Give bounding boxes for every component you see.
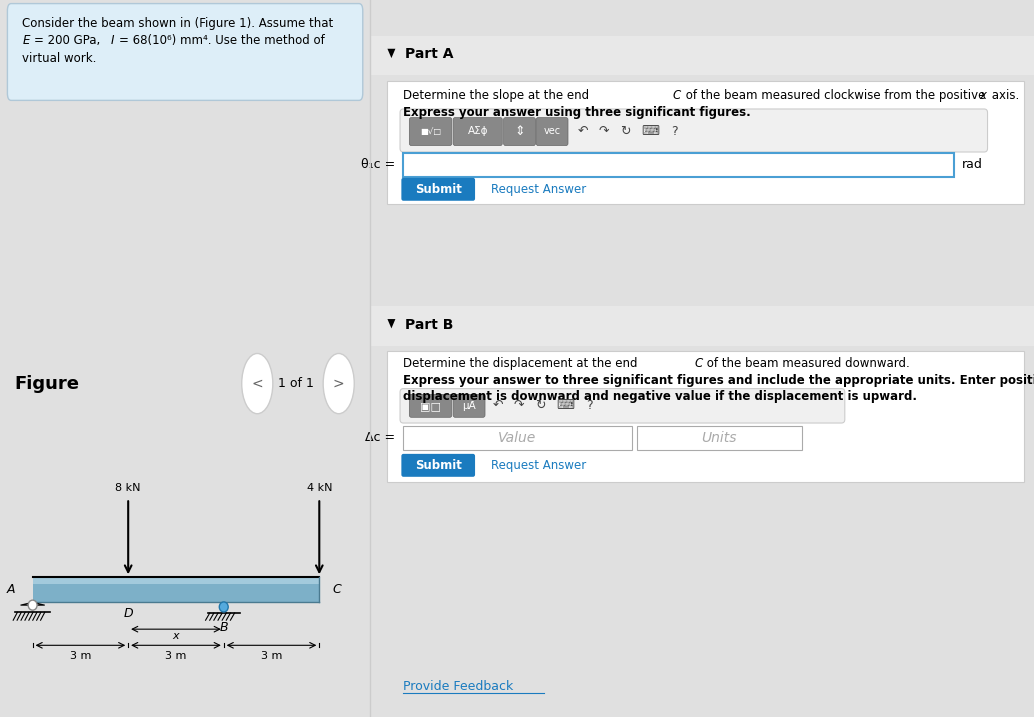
FancyBboxPatch shape <box>536 118 568 146</box>
Text: Part B: Part B <box>404 318 453 332</box>
FancyBboxPatch shape <box>403 426 633 450</box>
Text: rad: rad <box>963 158 983 171</box>
Bar <box>370 36 1034 75</box>
Text: Part A: Part A <box>404 47 453 62</box>
Text: 3 m: 3 m <box>261 651 282 660</box>
Text: Determine the displacement at the end: Determine the displacement at the end <box>403 357 642 370</box>
Text: vec: vec <box>544 126 560 136</box>
FancyBboxPatch shape <box>387 81 1024 204</box>
Text: Provide Feedback: Provide Feedback <box>403 680 514 693</box>
Text: Express your answer to three significant figures and include the appropriate uni: Express your answer to three significant… <box>403 374 1034 387</box>
Circle shape <box>219 602 229 612</box>
FancyBboxPatch shape <box>453 118 503 146</box>
Text: ⇕: ⇕ <box>514 125 525 138</box>
FancyBboxPatch shape <box>387 351 1024 482</box>
FancyBboxPatch shape <box>403 153 954 177</box>
Bar <box>33 577 320 602</box>
Text: C: C <box>694 357 702 370</box>
Text: ↶: ↶ <box>492 399 503 412</box>
Text: = 200 GPa,: = 200 GPa, <box>34 34 100 47</box>
Text: Request Answer: Request Answer <box>491 183 586 196</box>
Text: AΣϕ: AΣϕ <box>467 126 488 136</box>
Text: C: C <box>332 583 341 597</box>
Text: x: x <box>979 89 986 102</box>
Text: ⌨: ⌨ <box>641 125 660 138</box>
FancyBboxPatch shape <box>401 178 475 201</box>
Text: ↷: ↷ <box>599 125 609 138</box>
Text: = 68(10⁶) mm⁴. Use the method of: = 68(10⁶) mm⁴. Use the method of <box>119 34 325 47</box>
Text: μȦ: μȦ <box>462 401 476 411</box>
Polygon shape <box>388 319 395 328</box>
FancyBboxPatch shape <box>401 454 475 477</box>
Text: ▣□: ▣□ <box>420 401 442 411</box>
Text: of the beam measured downward.: of the beam measured downward. <box>703 357 910 370</box>
Text: B: B <box>219 621 229 634</box>
Text: displacement is downward and negative value if the displacement is upward.: displacement is downward and negative va… <box>403 390 917 403</box>
Text: <: < <box>251 376 263 391</box>
Text: ↻: ↻ <box>535 399 545 412</box>
FancyBboxPatch shape <box>409 118 452 146</box>
Text: A: A <box>6 583 16 597</box>
Text: ■√□: ■√□ <box>420 127 442 136</box>
Text: Express your answer using three significant figures.: Express your answer using three signific… <box>403 106 751 119</box>
Text: x: x <box>173 631 179 641</box>
Text: Consider the beam shown in (Figure 1). Assume that: Consider the beam shown in (Figure 1). A… <box>22 17 333 30</box>
Text: >: > <box>333 376 344 391</box>
Circle shape <box>324 353 355 414</box>
Text: 1 of 1: 1 of 1 <box>278 377 314 390</box>
Polygon shape <box>388 49 395 58</box>
Text: ↻: ↻ <box>619 125 631 138</box>
Text: C: C <box>672 89 680 102</box>
Text: Δᴄ =: Δᴄ = <box>365 431 395 444</box>
Text: ?: ? <box>586 399 592 412</box>
Bar <box>33 577 320 584</box>
FancyBboxPatch shape <box>409 394 452 417</box>
Text: ?: ? <box>671 125 677 138</box>
FancyBboxPatch shape <box>504 118 536 146</box>
Text: I: I <box>111 34 114 47</box>
Text: of the beam measured clockwise from the positive: of the beam measured clockwise from the … <box>682 89 990 102</box>
Text: 4 kN: 4 kN <box>306 483 332 493</box>
Polygon shape <box>21 602 44 605</box>
Text: θ₁ᴄ =: θ₁ᴄ = <box>361 158 395 171</box>
Text: Figure: Figure <box>14 374 80 393</box>
Circle shape <box>28 600 37 610</box>
Text: 3 m: 3 m <box>165 651 187 660</box>
Text: Determine the slope at the end: Determine the slope at the end <box>403 89 594 102</box>
Text: Request Answer: Request Answer <box>491 459 586 472</box>
Text: ↶: ↶ <box>577 125 588 138</box>
FancyBboxPatch shape <box>7 4 363 100</box>
Text: ⌨: ⌨ <box>556 399 574 412</box>
FancyBboxPatch shape <box>453 394 485 417</box>
Text: 8 kN: 8 kN <box>116 483 141 493</box>
Text: Value: Value <box>498 431 537 445</box>
Text: virtual work.: virtual work. <box>22 52 96 65</box>
Bar <box>370 306 1034 346</box>
Text: D: D <box>123 607 133 619</box>
Text: Submit: Submit <box>415 183 461 196</box>
Text: Submit: Submit <box>415 459 461 472</box>
FancyBboxPatch shape <box>637 426 801 450</box>
Text: Units: Units <box>702 431 737 445</box>
Text: 3 m: 3 m <box>69 651 91 660</box>
Circle shape <box>242 353 273 414</box>
Text: ↷: ↷ <box>514 399 524 412</box>
Text: axis.: axis. <box>987 89 1018 102</box>
Text: E: E <box>22 34 30 47</box>
FancyBboxPatch shape <box>400 389 845 423</box>
FancyBboxPatch shape <box>400 109 987 152</box>
